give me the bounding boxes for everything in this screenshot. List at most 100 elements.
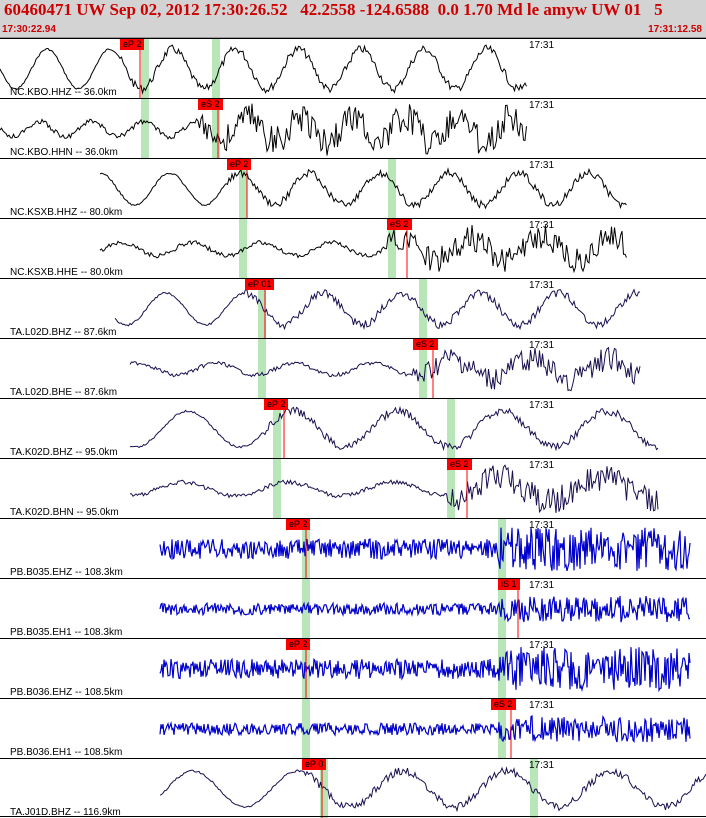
phase-pick-label[interactable]: eS 2 [413, 339, 438, 350]
waveform-trace [114, 288, 641, 331]
p-phase-band [258, 279, 266, 338]
p-phase-band [302, 699, 310, 758]
end-time: 17:31:12.58 [648, 24, 702, 35]
p-phase-band [239, 219, 247, 278]
station-label: TA.K02D.BHZ -- 95.0km [10, 447, 118, 458]
p-phase-band [141, 99, 149, 158]
time-tick-label: 17:31 [529, 160, 555, 171]
phase-pick-label[interactable]: eS 2 [387, 219, 412, 230]
waveform-trace [99, 167, 627, 210]
seismogram-panel[interactable]: PB.B036.EHZ -- 108.5km 17:31 eP 2 [0, 638, 706, 698]
trace-plot [129, 339, 641, 398]
phase-pick-label[interactable]: eP 2 [286, 519, 311, 530]
trace-plot [0, 99, 527, 158]
trace-plot [129, 459, 659, 518]
time-tick-label: 17:31 [529, 220, 555, 231]
phase-pick-label[interactable]: eS 2 [447, 459, 472, 470]
station-label: PB.B036.EH1 -- 108.5km [10, 747, 123, 758]
seismogram-panel[interactable]: PB.B036.EH1 -- 108.5km 17:31 eS 2 [0, 698, 706, 758]
station-label: TA.K02D.BHN -- 95.0km [10, 507, 119, 518]
event-header: 60460471 UW Sep 02, 2012 17:30:26.52 42.… [0, 0, 706, 38]
seismogram-panel[interactable]: NC.KBO.HHN -- 36.0km 17:31 eS 2 [0, 98, 706, 158]
s-phase-band [212, 39, 220, 98]
phase-pick-label[interactable]: eP 2 [120, 39, 145, 50]
seismogram-panel[interactable]: TA.J01D.BHZ -- 116.9km 17:31 eP 0 [0, 758, 706, 818]
trace-plot [99, 159, 627, 218]
trace-plot [159, 759, 706, 818]
time-tick-label: 17:31 [529, 760, 555, 771]
phase-pick-label[interactable]: eS 2 [491, 699, 516, 710]
waveform-trace [129, 346, 641, 392]
seismogram-panel[interactable]: PB.B035.EH1 -- 108.3km 17:31 iS 1 [0, 578, 706, 638]
station-label: NC.KSXB.HHE -- 80.0km [10, 267, 123, 278]
event-title: 60460471 UW Sep 02, 2012 17:30:26.52 42.… [4, 0, 663, 19]
seismogram-panel[interactable]: NC.KBO.HHZ -- 36.0km 17:31 eP 2 [0, 38, 706, 98]
time-tick-label: 17:31 [529, 340, 555, 351]
s-phase-band [419, 279, 427, 338]
s-phase-band [388, 159, 396, 218]
phase-pick-label[interactable]: eP 2 [227, 159, 252, 170]
p-phase-band [273, 459, 281, 518]
start-time: 17:30:22.94 [2, 24, 56, 35]
s-phase-band [212, 99, 220, 158]
seismogram-panel[interactable]: TA.L02D.BHE -- 87.6km 17:31 eS 2 [0, 338, 706, 398]
station-label: PB.B035.EHZ -- 108.3km [10, 567, 123, 578]
phase-pick-label[interactable]: iS 1 [498, 579, 520, 590]
seismogram-panel[interactable]: TA.K02D.BHN -- 95.0km 17:31 eS 2 [0, 458, 706, 518]
phase-pick-label[interactable]: eP 2 [286, 639, 311, 650]
time-tick-label: 17:31 [529, 520, 555, 531]
s-phase-band [447, 399, 455, 458]
waveform-trace [159, 766, 706, 813]
trace-plot [159, 579, 691, 638]
s-phase-band [388, 219, 396, 278]
seismogram-panel[interactable]: PB.B035.EHZ -- 108.3km 17:31 eP 2 [0, 518, 706, 578]
waveform-trace [130, 405, 659, 452]
phase-pick-label[interactable]: eP 01 [245, 279, 275, 290]
station-label: TA.J01D.BHZ -- 116.9km [10, 807, 121, 818]
waveform-trace [99, 225, 627, 274]
phase-pick-label[interactable]: eS 2 [198, 99, 223, 110]
waveform-trace [0, 103, 527, 156]
trace-plot [114, 279, 641, 338]
time-tick-label: 17:31 [529, 400, 555, 411]
time-tick-label: 17:31 [529, 280, 555, 291]
time-tick-label: 17:31 [529, 640, 555, 651]
waveform-trace [159, 595, 691, 623]
waveform-trace [159, 714, 691, 743]
s-phase-band [447, 459, 455, 518]
phase-pick-label[interactable]: eP 0 [302, 759, 327, 770]
time-tick-label: 17:31 [529, 460, 555, 471]
seismogram-panel[interactable]: TA.L02D.BHZ -- 87.6km 17:31 eP 01 [0, 278, 706, 338]
trace-plot [159, 699, 691, 758]
trace-plot [99, 219, 627, 278]
p-phase-band [141, 39, 149, 98]
station-label: TA.L02D.BHE -- 87.6km [10, 387, 118, 398]
station-label: NC.KSXB.HHZ -- 80.0km [10, 207, 123, 218]
station-label: TA.L02D.BHZ -- 87.6km [10, 327, 117, 338]
bottom-border [0, 816, 706, 817]
time-tick-label: 17:31 [529, 100, 555, 111]
trace-plot [0, 39, 527, 98]
p-phase-band [320, 759, 328, 818]
s-phase-band [530, 759, 538, 818]
waveform-trace [159, 647, 691, 693]
station-label: PB.B036.EHZ -- 108.5km [10, 687, 123, 698]
waveform-trace [0, 44, 527, 95]
p-phase-band [273, 399, 281, 458]
seismogram-panel[interactable]: TA.K02D.BHZ -- 95.0km 17:31 eP 2 [0, 398, 706, 458]
station-label: PB.B035.EH1 -- 108.3km [10, 627, 123, 638]
seismogram-panel[interactable]: NC.KSXB.HHE -- 80.0km 17:31 eS 2 [0, 218, 706, 278]
trace-plot [130, 399, 659, 458]
trace-plot [159, 519, 691, 578]
station-label: NC.KBO.HHZ -- 36.0km [10, 87, 117, 98]
p-phase-band [239, 159, 247, 218]
trace-plot [159, 639, 691, 698]
seismogram-panel[interactable]: NC.KSXB.HHZ -- 80.0km 17:31 eP 2 [0, 158, 706, 218]
time-tick-label: 17:31 [529, 580, 555, 591]
phase-pick-label[interactable]: eP 2 [264, 399, 289, 410]
waveform-trace [129, 464, 659, 514]
time-tick-label: 17:31 [529, 40, 555, 51]
waveform-trace [159, 527, 691, 572]
p-phase-band [258, 339, 266, 398]
s-phase-band [419, 339, 427, 398]
